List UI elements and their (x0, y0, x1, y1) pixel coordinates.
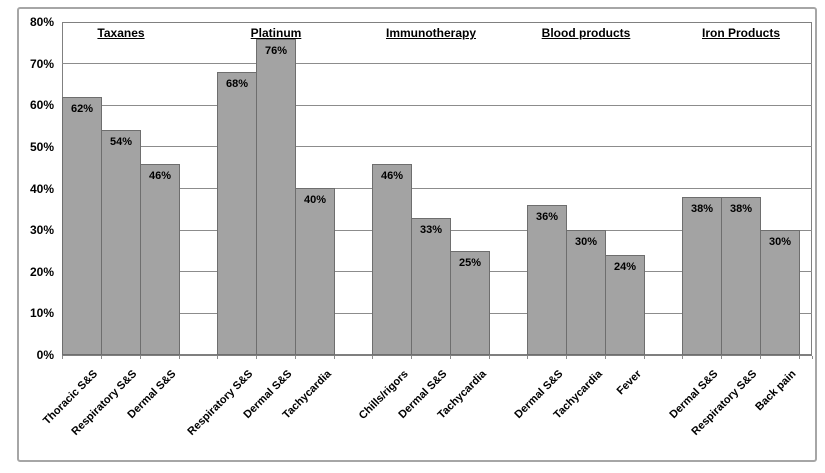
group-title: Taxanes (97, 26, 145, 40)
axis-tick (644, 356, 645, 359)
y-axis-tick-label: 30% (29, 223, 54, 238)
bar-value-label: 36% (535, 211, 559, 223)
bar-value-label: 54% (109, 136, 133, 148)
bar (760, 230, 800, 355)
bar (450, 251, 490, 355)
bar (140, 164, 180, 355)
group-title: Iron Products (701, 26, 781, 40)
bar (527, 205, 567, 355)
bar (256, 39, 296, 355)
axis-tick (605, 356, 606, 359)
axis-tick (682, 356, 683, 359)
gridline (62, 146, 812, 148)
bar (682, 197, 722, 355)
y-axis-tick-label: 50% (29, 139, 54, 154)
axis-tick (217, 356, 218, 359)
bar-value-label: 46% (380, 170, 404, 182)
x-axis-line (62, 354, 812, 356)
bar (721, 197, 761, 355)
y-axis-tick-label: 0% (36, 348, 54, 362)
group-title: Platinum (250, 26, 302, 40)
y-axis-tick-label: 70% (29, 56, 54, 71)
gridline (62, 63, 812, 65)
y-axis-tick-label: 10% (29, 306, 54, 321)
axis-tick (411, 356, 412, 359)
axis-tick (566, 356, 567, 359)
bar (295, 188, 335, 355)
axis-tick (760, 356, 761, 359)
axis-tick (799, 356, 800, 359)
bar-value-label: 62% (70, 103, 94, 115)
bar-value-label: 30% (768, 236, 792, 248)
bar (62, 97, 102, 355)
bar-value-label: 68% (225, 78, 249, 90)
axis-tick (101, 356, 102, 359)
bar-value-label: 25% (458, 257, 482, 269)
bar (605, 255, 645, 355)
axis-tick (334, 356, 335, 359)
bar (411, 218, 451, 355)
gridline (62, 188, 812, 189)
axis-tick (179, 356, 180, 359)
axis-tick (372, 356, 373, 359)
axis-tick (489, 356, 490, 359)
bar-value-label: 30% (574, 236, 598, 248)
axis-tick (256, 356, 257, 359)
y-axis-tick-label: 40% (29, 181, 54, 196)
bar (566, 230, 606, 355)
y-axis-tick-label: 20% (29, 264, 54, 279)
bar-value-label: 33% (419, 224, 443, 236)
bar-value-label: 38% (729, 203, 753, 215)
bar (217, 72, 257, 355)
y-axis-tick-label: 80% (29, 15, 54, 29)
axis-tick (450, 356, 451, 359)
gridline (62, 104, 812, 106)
axis-tick (527, 356, 528, 359)
bar (372, 164, 412, 355)
bar-value-label: 46% (148, 170, 172, 182)
bar-value-label: 40% (303, 194, 327, 206)
group-title: Blood products (541, 26, 631, 40)
axis-tick (295, 356, 296, 359)
bar (101, 130, 141, 355)
axis-tick (62, 356, 63, 359)
group-title: Immunotherapy (385, 26, 477, 40)
y-axis-tick-label: 60% (29, 98, 54, 113)
axis-tick (812, 356, 813, 359)
axis-tick (140, 356, 141, 359)
bar-value-label: 38% (690, 203, 714, 215)
axis-tick (721, 356, 722, 359)
bar-value-label: 24% (613, 261, 637, 273)
bar-value-label: 76% (264, 45, 288, 57)
